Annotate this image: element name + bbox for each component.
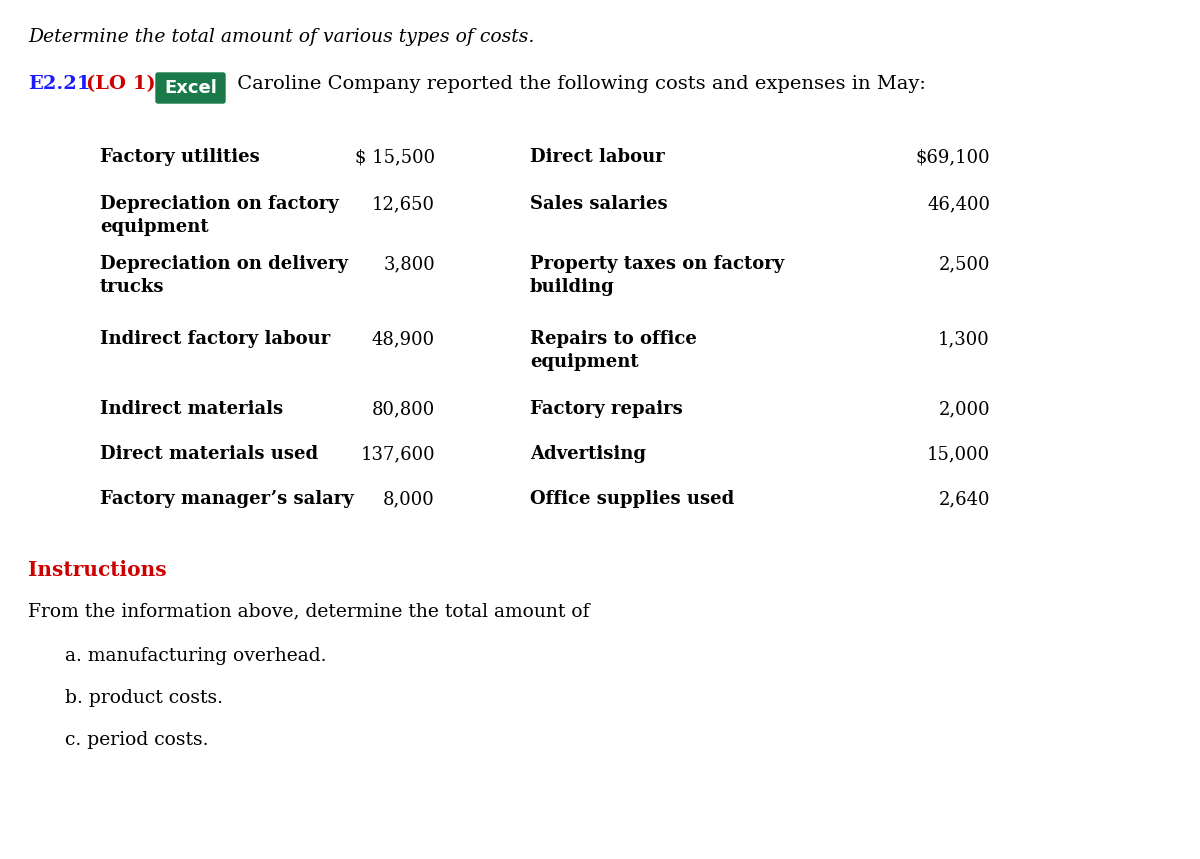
Text: 2,000: 2,000 <box>938 400 990 418</box>
FancyBboxPatch shape <box>156 73 226 103</box>
Text: $69,100: $69,100 <box>916 148 990 166</box>
Text: Indirect materials: Indirect materials <box>100 400 283 418</box>
Text: $ 15,500: $ 15,500 <box>355 148 436 166</box>
Text: From the information above, determine the total amount of: From the information above, determine th… <box>28 602 589 620</box>
Text: Caroline Company reported the following costs and expenses in May:: Caroline Company reported the following … <box>230 75 926 93</box>
Text: 2,500: 2,500 <box>938 255 990 273</box>
Text: 46,400: 46,400 <box>928 195 990 213</box>
Text: 80,800: 80,800 <box>372 400 436 418</box>
Text: b. product costs.: b. product costs. <box>65 689 223 707</box>
Text: Excel: Excel <box>164 79 217 97</box>
Text: Depreciation on factory
equipment: Depreciation on factory equipment <box>100 195 338 236</box>
Text: Direct materials used: Direct materials used <box>100 445 318 463</box>
Text: (LO 1): (LO 1) <box>86 75 156 93</box>
Text: 2,640: 2,640 <box>938 490 990 508</box>
Text: Advertising: Advertising <box>530 445 646 463</box>
Text: 1,300: 1,300 <box>938 330 990 348</box>
Text: Indirect factory labour: Indirect factory labour <box>100 330 330 348</box>
Text: 48,900: 48,900 <box>372 330 436 348</box>
Text: Factory utilities: Factory utilities <box>100 148 259 166</box>
Text: Office supplies used: Office supplies used <box>530 490 734 508</box>
Text: 137,600: 137,600 <box>360 445 436 463</box>
Text: Instructions: Instructions <box>28 560 167 580</box>
Text: 8,000: 8,000 <box>383 490 436 508</box>
Text: 12,650: 12,650 <box>372 195 436 213</box>
Text: 15,000: 15,000 <box>926 445 990 463</box>
Text: Factory manager’s salary: Factory manager’s salary <box>100 490 354 508</box>
Text: Determine the total amount of various types of costs.: Determine the total amount of various ty… <box>28 28 534 46</box>
Text: Factory repairs: Factory repairs <box>530 400 683 418</box>
Text: Direct labour: Direct labour <box>530 148 665 166</box>
Text: Depreciation on delivery
trucks: Depreciation on delivery trucks <box>100 255 348 295</box>
Text: Property taxes on factory
building: Property taxes on factory building <box>530 255 785 295</box>
Text: Repairs to office
equipment: Repairs to office equipment <box>530 330 697 371</box>
Text: 3,800: 3,800 <box>383 255 436 273</box>
Text: Sales salaries: Sales salaries <box>530 195 667 213</box>
Text: a. manufacturing overhead.: a. manufacturing overhead. <box>65 647 326 665</box>
Text: E2.21: E2.21 <box>28 75 90 93</box>
Text: c. period costs.: c. period costs. <box>65 731 209 749</box>
